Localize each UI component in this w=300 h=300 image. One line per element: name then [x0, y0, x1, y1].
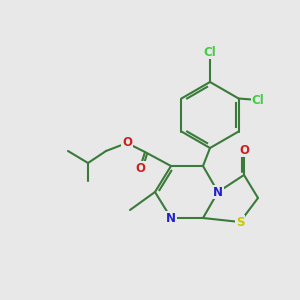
Text: Cl: Cl	[252, 94, 264, 106]
Text: O: O	[122, 136, 132, 149]
Text: S: S	[236, 215, 244, 229]
Text: O: O	[135, 161, 145, 175]
Text: Cl: Cl	[204, 46, 216, 59]
Text: N: N	[166, 212, 176, 224]
Text: N: N	[213, 185, 223, 199]
Text: O: O	[239, 143, 249, 157]
